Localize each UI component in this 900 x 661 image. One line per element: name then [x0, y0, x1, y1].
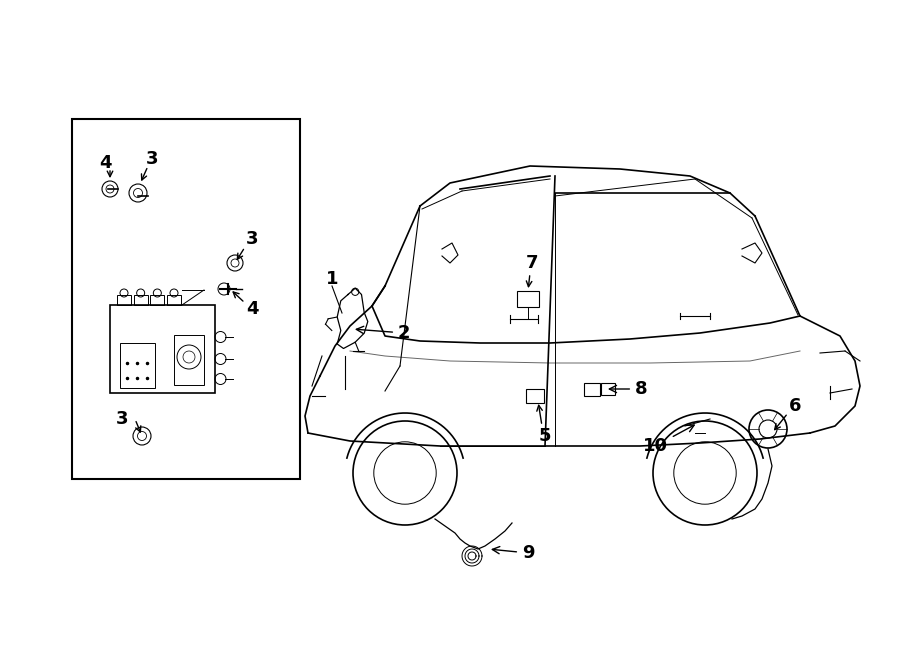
Bar	[174, 335, 204, 385]
Text: 3: 3	[115, 410, 128, 428]
Bar	[167, 295, 181, 305]
Bar	[110, 305, 214, 393]
Text: 5: 5	[539, 427, 551, 445]
Text: 3: 3	[246, 230, 258, 248]
Text: 4: 4	[246, 300, 258, 318]
Text: 4: 4	[99, 154, 112, 172]
Bar	[517, 291, 539, 307]
Text: 3: 3	[146, 150, 158, 168]
Text: 6: 6	[788, 397, 801, 415]
Circle shape	[749, 410, 787, 448]
Circle shape	[759, 420, 777, 438]
Bar	[117, 295, 131, 305]
Bar	[601, 383, 615, 395]
Text: 8: 8	[609, 380, 648, 398]
Bar	[134, 295, 148, 305]
Bar	[120, 343, 155, 388]
Bar	[584, 383, 600, 395]
Bar	[72, 119, 300, 479]
Text: 9: 9	[492, 544, 535, 562]
Text: 2: 2	[356, 324, 410, 342]
Bar	[150, 295, 165, 305]
Bar	[526, 389, 544, 403]
Text: 7: 7	[526, 254, 538, 272]
Text: 1: 1	[326, 270, 338, 288]
Text: 10: 10	[643, 425, 694, 455]
